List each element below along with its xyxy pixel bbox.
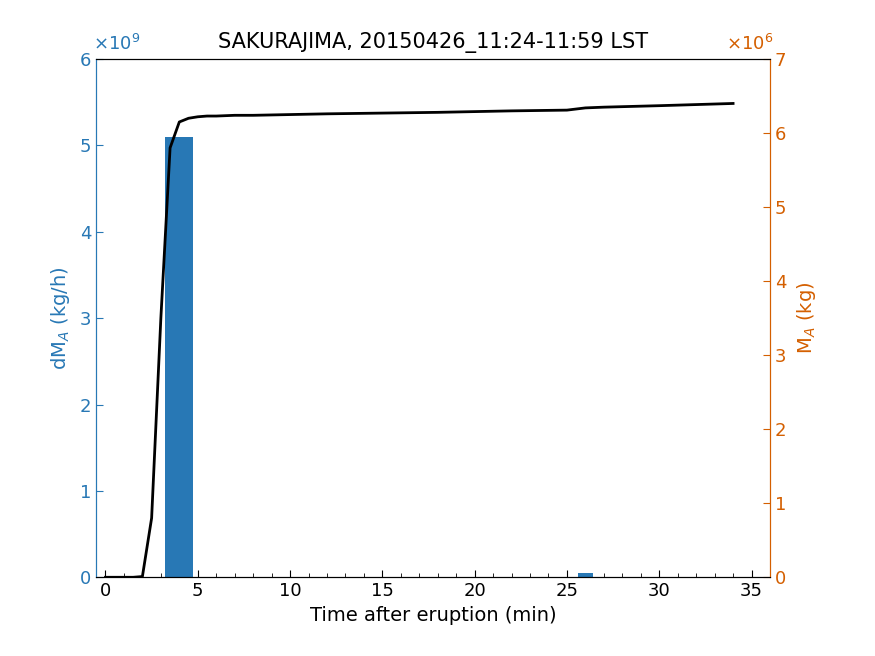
Text: $\times10^9$: $\times10^9$ [93, 33, 140, 54]
Y-axis label: M$_{A}$ (kg): M$_{A}$ (kg) [794, 282, 818, 354]
Title: SAKURAJIMA, 20150426_11:24-11:59 LST: SAKURAJIMA, 20150426_11:24-11:59 LST [218, 32, 648, 53]
X-axis label: Time after eruption (min): Time after eruption (min) [310, 605, 556, 625]
Bar [165, 137, 193, 577]
Y-axis label: dM$_{A}$ (kg/h): dM$_{A}$ (kg/h) [48, 266, 72, 370]
Bar [578, 573, 592, 577]
Text: $\times10^6$: $\times10^6$ [726, 33, 774, 54]
